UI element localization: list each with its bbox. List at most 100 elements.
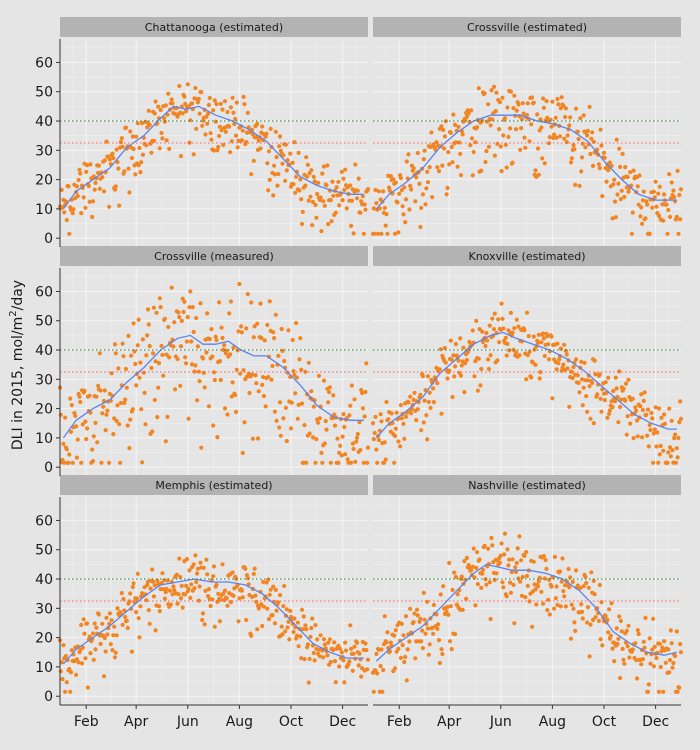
data-point [133, 172, 138, 177]
data-point [114, 633, 119, 638]
x-tick-label: Aug [226, 714, 253, 730]
data-point [98, 641, 103, 647]
data-point [239, 138, 244, 143]
smooth-line [62, 105, 364, 210]
data-point [392, 231, 398, 236]
data-point [581, 385, 586, 390]
data-point [502, 552, 507, 557]
data-point [172, 320, 177, 325]
data-point [245, 110, 250, 115]
data-point [230, 95, 235, 100]
data-point [402, 185, 407, 190]
data-point [645, 689, 651, 694]
data-point [554, 584, 559, 589]
data-point [96, 383, 101, 388]
data-point [577, 390, 582, 395]
data-point [449, 357, 454, 362]
data-point [97, 186, 102, 191]
data-point [217, 619, 222, 624]
data-point [535, 146, 541, 151]
data-point [641, 639, 646, 644]
data-point [116, 366, 121, 371]
data-point [222, 406, 228, 411]
data-point [542, 353, 547, 359]
data-point [669, 180, 674, 185]
data-point [182, 94, 187, 99]
data-point [401, 212, 406, 217]
data-point [175, 601, 180, 606]
data-point [550, 99, 555, 104]
data-point [374, 651, 379, 657]
y-tick-label: 20 [35, 631, 53, 647]
data-point [633, 405, 638, 410]
data-point [373, 414, 378, 419]
data-point [203, 588, 208, 594]
data-point [240, 450, 245, 456]
data-point [672, 436, 677, 441]
data-point [453, 574, 458, 580]
data-point [154, 310, 159, 315]
data-point [536, 332, 541, 337]
data-point [222, 99, 228, 104]
data-point [68, 396, 73, 401]
data-point [392, 633, 397, 638]
data-point [580, 616, 585, 621]
data-point [444, 192, 449, 197]
data-point [508, 89, 513, 94]
data-point [437, 660, 442, 666]
data-point [614, 386, 619, 391]
data-point [402, 659, 407, 665]
panel-5: Nashville (estimated) [370, 475, 684, 705]
data-point [430, 195, 435, 200]
data-point [361, 460, 366, 465]
data-point [415, 150, 420, 156]
data-point [614, 137, 619, 142]
data-point [288, 151, 293, 156]
data-point [283, 405, 288, 410]
data-point [473, 140, 478, 145]
data-point [79, 622, 84, 628]
data-point [137, 635, 142, 640]
data-point [173, 387, 178, 392]
data-point [524, 377, 529, 382]
data-point [327, 385, 332, 390]
data-point [96, 612, 101, 617]
data-point [70, 460, 75, 465]
data-point [246, 582, 251, 587]
data-point [477, 327, 482, 332]
data-point [460, 607, 465, 613]
data-point [618, 618, 624, 624]
data-point [213, 334, 218, 339]
data-point [421, 420, 426, 425]
data-point [511, 582, 516, 588]
data-point [570, 579, 575, 585]
data-point [298, 336, 303, 341]
data-point [95, 440, 100, 445]
data-point [567, 585, 572, 590]
data-point [81, 617, 86, 622]
data-point [135, 121, 140, 126]
data-point [585, 128, 591, 133]
data-point [414, 607, 420, 612]
data-point [456, 124, 461, 129]
data-point [206, 594, 211, 599]
data-point [485, 338, 490, 343]
data-point [534, 602, 539, 607]
data-point [302, 657, 307, 662]
data-point [541, 331, 546, 336]
data-point [561, 103, 566, 108]
data-point [525, 353, 530, 358]
data-point [170, 101, 175, 106]
data-point [310, 616, 315, 621]
data-point [292, 616, 297, 621]
data-point [222, 588, 228, 593]
data-point [354, 439, 359, 444]
data-point [575, 373, 580, 378]
data-point [395, 200, 400, 205]
data-point [607, 607, 612, 612]
data-point [488, 123, 493, 128]
data-point [630, 396, 635, 401]
data-point [113, 351, 118, 356]
data-point [254, 381, 259, 386]
data-point [58, 669, 63, 674]
